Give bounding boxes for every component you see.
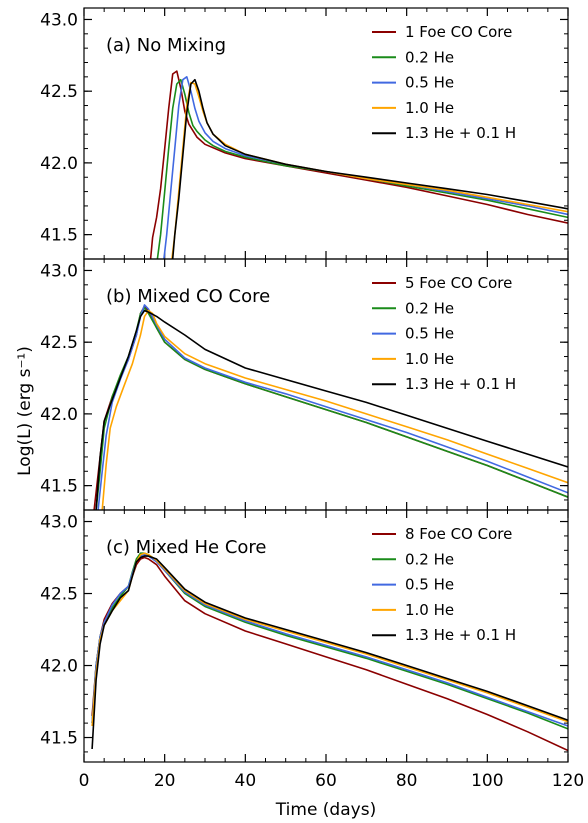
legend: 1 Foe CO Core 0.2 He 0.5 He 1.0 He 1.3 He + …	[372, 23, 516, 142]
legend: 5 Foe CO Core 0.2 He 0.5 He 1.0 He 1.3 He + …	[372, 274, 516, 393]
panel-3: 41.5 42.0 42.5 43.0 0 20 40 60 80 100 120 (c) Mixed…	[40, 509, 584, 791]
y-tick-label: 41.5	[40, 729, 78, 749]
legend-entry: 1 Foe CO Core	[405, 23, 512, 41]
legend-entry: 8 Foe CO Core	[405, 525, 512, 543]
panel-2: 41.5 42.0 42.5 43.0 (b) Mixed CO Core 5 Foe C…	[40, 258, 569, 511]
y-tick-label: 42.5	[40, 585, 78, 605]
legend-entry: 1.3 He + 0.1 H	[405, 375, 516, 393]
legend: 8 Foe CO Core 0.2 He 0.5 He 1.0 He 1.3 He + …	[372, 525, 516, 644]
legend-entry: 0.5 He	[405, 576, 454, 594]
series-line-0-2-he	[156, 78, 568, 259]
panel-title: (b) Mixed CO Core	[106, 286, 270, 307]
panel-title: (c) Mixed He Core	[106, 537, 267, 558]
series-line-1-foe-co-core	[149, 70, 568, 259]
y-tick-label: 41.5	[40, 477, 78, 497]
x-tick-label: 100	[471, 771, 503, 791]
legend-entry: 1.0 He	[405, 99, 454, 117]
y-tick-label: 42.0	[40, 405, 78, 425]
y-tick-label: 43.0	[40, 10, 78, 30]
panel-frame	[83, 509, 569, 763]
legend-entry: 0.2 He	[405, 48, 454, 66]
legend-entry: 0.2 He	[405, 299, 454, 317]
series-line-8-foe-co-core	[91, 556, 568, 752]
series-line-1-3-he-0-1-h	[95, 309, 568, 510]
legend-entry: 0.5 He	[405, 325, 454, 343]
series-group	[149, 70, 568, 259]
series-line-0-5-he	[97, 304, 568, 510]
legend-entry: 5 Foe CO Core	[405, 274, 512, 292]
x-tick-label: 40	[235, 771, 257, 791]
x-tick-label: 20	[154, 771, 176, 791]
legend-entry: 1.3 He + 0.1 H	[405, 626, 516, 644]
series-line-1-0-he	[101, 309, 568, 510]
y-tick-label: 42.5	[40, 333, 78, 353]
series-group	[93, 304, 568, 510]
y-tick-label: 43.0	[40, 513, 78, 533]
x-tick-label: 120	[552, 771, 584, 791]
legend-entry: 1.3 He + 0.1 H	[405, 124, 516, 142]
series-line-0-5-he	[163, 76, 568, 259]
x-tick-label: 0	[79, 771, 90, 791]
x-tick-label: 60	[315, 771, 337, 791]
series-line-1-3-he-0-1-h	[171, 78, 568, 259]
panel-title: (a) No Mixing	[106, 35, 226, 56]
y-tick-label: 42.5	[40, 82, 78, 102]
y-tick-label: 43.0	[40, 261, 78, 281]
series-line-1-0-he	[171, 81, 568, 259]
y-tick-label: 42.0	[40, 657, 78, 677]
legend-entry: 0.5 He	[405, 74, 454, 92]
panel-1: 41.5 42.0 42.5 43.0 (a) No Mixing 1 Foe CO Co…	[40, 7, 569, 260]
y-axis-label: Log(L) (erg s⁻¹)	[15, 346, 35, 476]
legend-entry: 1.0 He	[405, 350, 454, 368]
x-tick-label: 80	[396, 771, 418, 791]
series-group	[91, 552, 568, 752]
series-line-0-2-he	[95, 306, 568, 510]
panels: 41.5 42.0 42.5 43.0 (a) No Mixing 1 Foe CO Co…	[40, 7, 584, 791]
series-line-1-3-he-0-1-h	[91, 555, 568, 750]
x-axis-label: Time (days)	[275, 800, 376, 820]
series-line-0-5-he	[91, 553, 568, 727]
legend-entry: 0.2 He	[405, 550, 454, 568]
y-tick-label: 42.0	[40, 154, 78, 174]
legend-entry: 1.0 He	[405, 601, 454, 619]
y-tick-label: 41.5	[40, 226, 78, 246]
